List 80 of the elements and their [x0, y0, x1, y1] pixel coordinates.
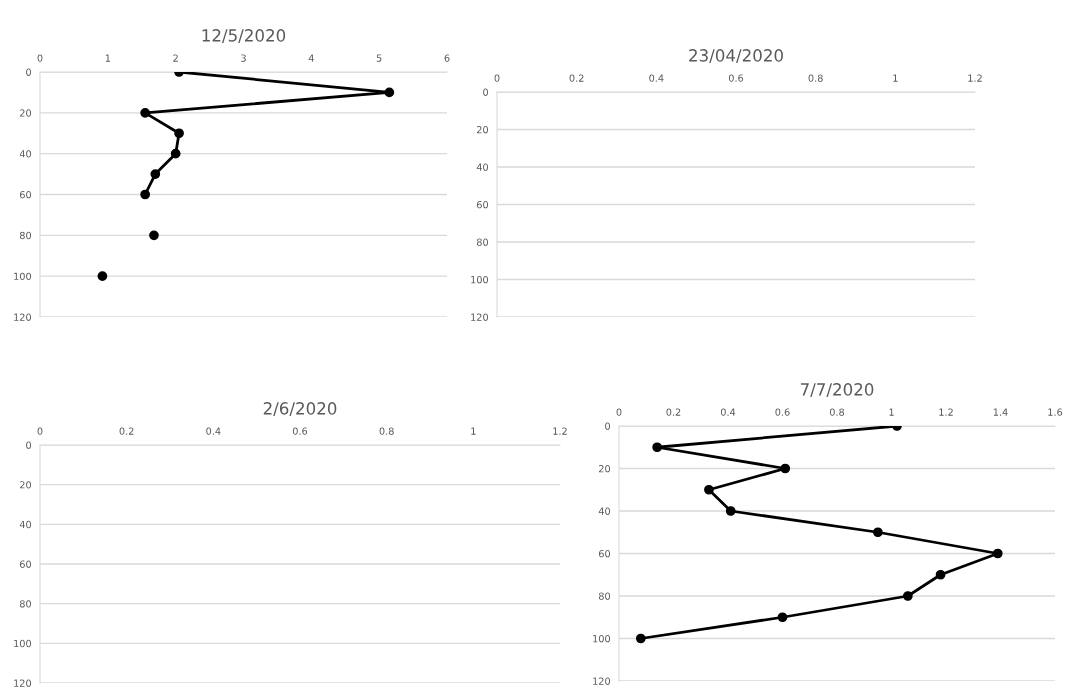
y-tick-label: 20: [477, 125, 489, 134]
y-tick-label: 20: [599, 464, 611, 473]
point: [704, 484, 714, 495]
x-tick-label: 1.2: [553, 427, 567, 435]
x-tick-label: 0.4: [206, 427, 221, 435]
x-tick-label: 1: [893, 74, 898, 82]
point: [873, 527, 883, 538]
chart-title: 12/5/2020: [202, 29, 286, 43]
x-tick-label: 0.4: [649, 74, 664, 82]
y-tick-label: 0: [483, 88, 489, 96]
y-tick-label: 60: [19, 560, 32, 568]
x-tick-label: 5: [376, 54, 382, 62]
x-tick-label: 1.4: [993, 408, 1008, 416]
point: [140, 107, 151, 118]
y-tick-label: 80: [19, 600, 32, 608]
x-tick-label: 0.6: [292, 427, 308, 435]
point: [384, 87, 395, 98]
y-tick-label: 120: [14, 313, 32, 321]
y-tick-label: 120: [14, 679, 32, 687]
x-tick-label: 0.2: [119, 427, 134, 435]
y-tick-label: 40: [19, 520, 32, 529]
point: [725, 506, 736, 516]
point: [140, 189, 151, 200]
x-tick-label: 4: [308, 54, 314, 62]
y-tick-label: 60: [19, 190, 32, 199]
y-tick-label: 40: [19, 150, 32, 158]
point: [777, 612, 788, 623]
point: [174, 128, 184, 139]
point: [150, 169, 161, 179]
y-tick-label: 0: [26, 68, 32, 76]
x-tick-label: 0: [494, 74, 500, 82]
y-tick-label: 80: [476, 238, 489, 246]
point: [992, 548, 1003, 559]
x-tick-label: 0: [37, 54, 43, 62]
point: [170, 148, 181, 159]
x-tick-label: 0: [616, 408, 622, 416]
x-tick-label: 0: [37, 427, 43, 435]
y-tick-label: 100: [14, 639, 32, 648]
x-tick-label: 1: [889, 408, 894, 416]
point: [97, 271, 108, 282]
y-tick-label: 80: [19, 231, 32, 240]
point: [935, 569, 946, 580]
x-tick-label: 3: [241, 54, 246, 62]
point: [780, 463, 791, 474]
y-tick-label: 80: [598, 592, 611, 600]
y-tick-label: 20: [20, 109, 32, 117]
x-tick-label: 1: [105, 54, 111, 62]
x-tick-label: 0.2: [569, 74, 584, 82]
chart-title: 2/6/2020: [263, 402, 337, 416]
y-tick-label: 120: [471, 313, 489, 321]
y-tick-label: 0: [26, 441, 32, 449]
y-tick-label: 40: [476, 163, 489, 171]
y-tick-label: 120: [593, 677, 611, 685]
y-tick-label: 60: [476, 200, 489, 209]
x-tick-label: 2: [173, 54, 178, 62]
x-tick-label: 6: [444, 54, 450, 62]
x-tick-label: 0.8: [808, 74, 823, 82]
y-tick-label: 100: [471, 275, 489, 284]
x-tick-label: 0.2: [666, 408, 681, 416]
y-tick-label: 20: [20, 481, 32, 489]
point: [652, 442, 663, 453]
y-tick-label: 0: [605, 422, 611, 430]
x-tick-label: 0.4: [720, 408, 736, 416]
y-tick-label: 100: [14, 272, 32, 280]
point: [902, 591, 913, 601]
point: [149, 230, 159, 241]
x-tick-label: 1.6: [1048, 408, 1063, 416]
x-tick-label: 0.6: [728, 74, 744, 82]
y-tick-label: 40: [598, 507, 611, 515]
chart-title: 23/04/2020: [689, 49, 783, 63]
x-tick-label: 0.8: [379, 427, 394, 435]
x-tick-label: 1: [471, 427, 476, 435]
y-tick-label: 100: [593, 634, 611, 643]
y-tick-label: 60: [598, 549, 611, 558]
chart-title: 7/7/2020: [800, 383, 874, 397]
x-tick-label: 1.2: [968, 74, 982, 82]
x-tick-label: 0.6: [775, 408, 790, 416]
x-tick-label: 1.2: [939, 408, 953, 416]
point: [635, 633, 646, 644]
x-tick-label: 0.8: [829, 408, 845, 416]
